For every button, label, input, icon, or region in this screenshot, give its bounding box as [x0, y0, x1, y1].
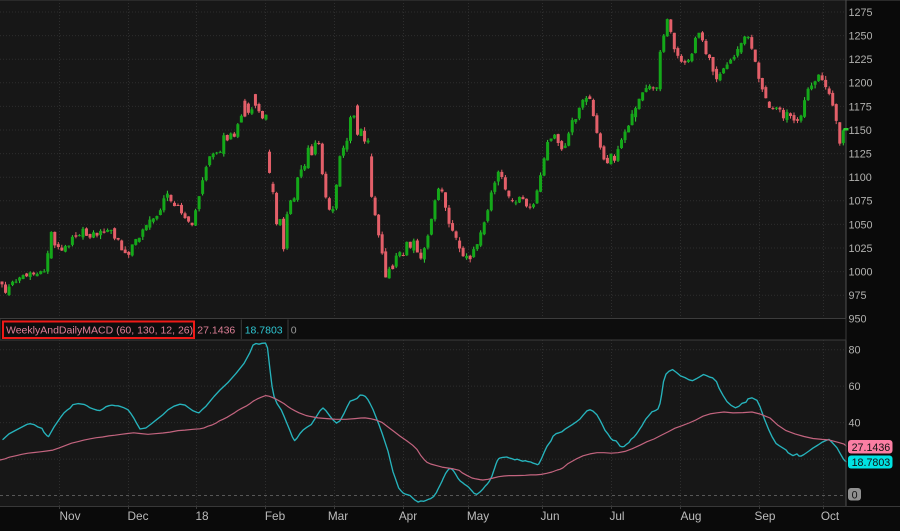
- svg-text:40: 40: [849, 418, 861, 430]
- svg-text:1175: 1175: [849, 101, 872, 113]
- svg-text:0: 0: [852, 489, 858, 501]
- svg-text:Mar: Mar: [328, 509, 348, 523]
- svg-text:18.7803: 18.7803: [245, 324, 283, 336]
- svg-text:Apr: Apr: [399, 509, 417, 523]
- svg-text:950: 950: [849, 314, 867, 326]
- svg-text:May: May: [467, 509, 489, 523]
- svg-text:Aug: Aug: [681, 509, 702, 523]
- svg-text:1250: 1250: [849, 31, 873, 43]
- svg-text:18: 18: [195, 509, 209, 523]
- svg-text:1000: 1000: [849, 267, 873, 279]
- svg-text:1275: 1275: [849, 7, 873, 19]
- svg-text:Oct: Oct: [821, 509, 840, 523]
- svg-text:Feb: Feb: [265, 509, 286, 523]
- svg-text:1100: 1100: [849, 172, 872, 184]
- svg-text:1125: 1125: [849, 149, 872, 161]
- svg-text:1050: 1050: [849, 219, 873, 231]
- svg-text:1025: 1025: [849, 243, 873, 255]
- svg-text:1150: 1150: [849, 125, 872, 137]
- svg-text:Dec: Dec: [128, 509, 149, 523]
- svg-text:80: 80: [849, 345, 861, 357]
- svg-text:WeeklyAndDailyMACD (60, 130, 1: WeeklyAndDailyMACD (60, 130, 12, 26): [6, 324, 193, 336]
- svg-text:Nov: Nov: [60, 509, 81, 523]
- svg-text:1225: 1225: [849, 54, 873, 66]
- svg-text:1075: 1075: [849, 196, 873, 208]
- svg-text:18.7803: 18.7803: [852, 457, 891, 469]
- svg-text:Sep: Sep: [755, 509, 776, 523]
- svg-text:60: 60: [849, 381, 861, 393]
- svg-text:27.1436: 27.1436: [852, 442, 891, 454]
- svg-text:0: 0: [291, 324, 297, 336]
- svg-text:1200: 1200: [849, 78, 873, 90]
- svg-text:27.1436: 27.1436: [197, 324, 235, 336]
- svg-text:975: 975: [849, 290, 867, 302]
- svg-text:Jul: Jul: [609, 509, 624, 523]
- svg-text:Jun: Jun: [540, 509, 559, 523]
